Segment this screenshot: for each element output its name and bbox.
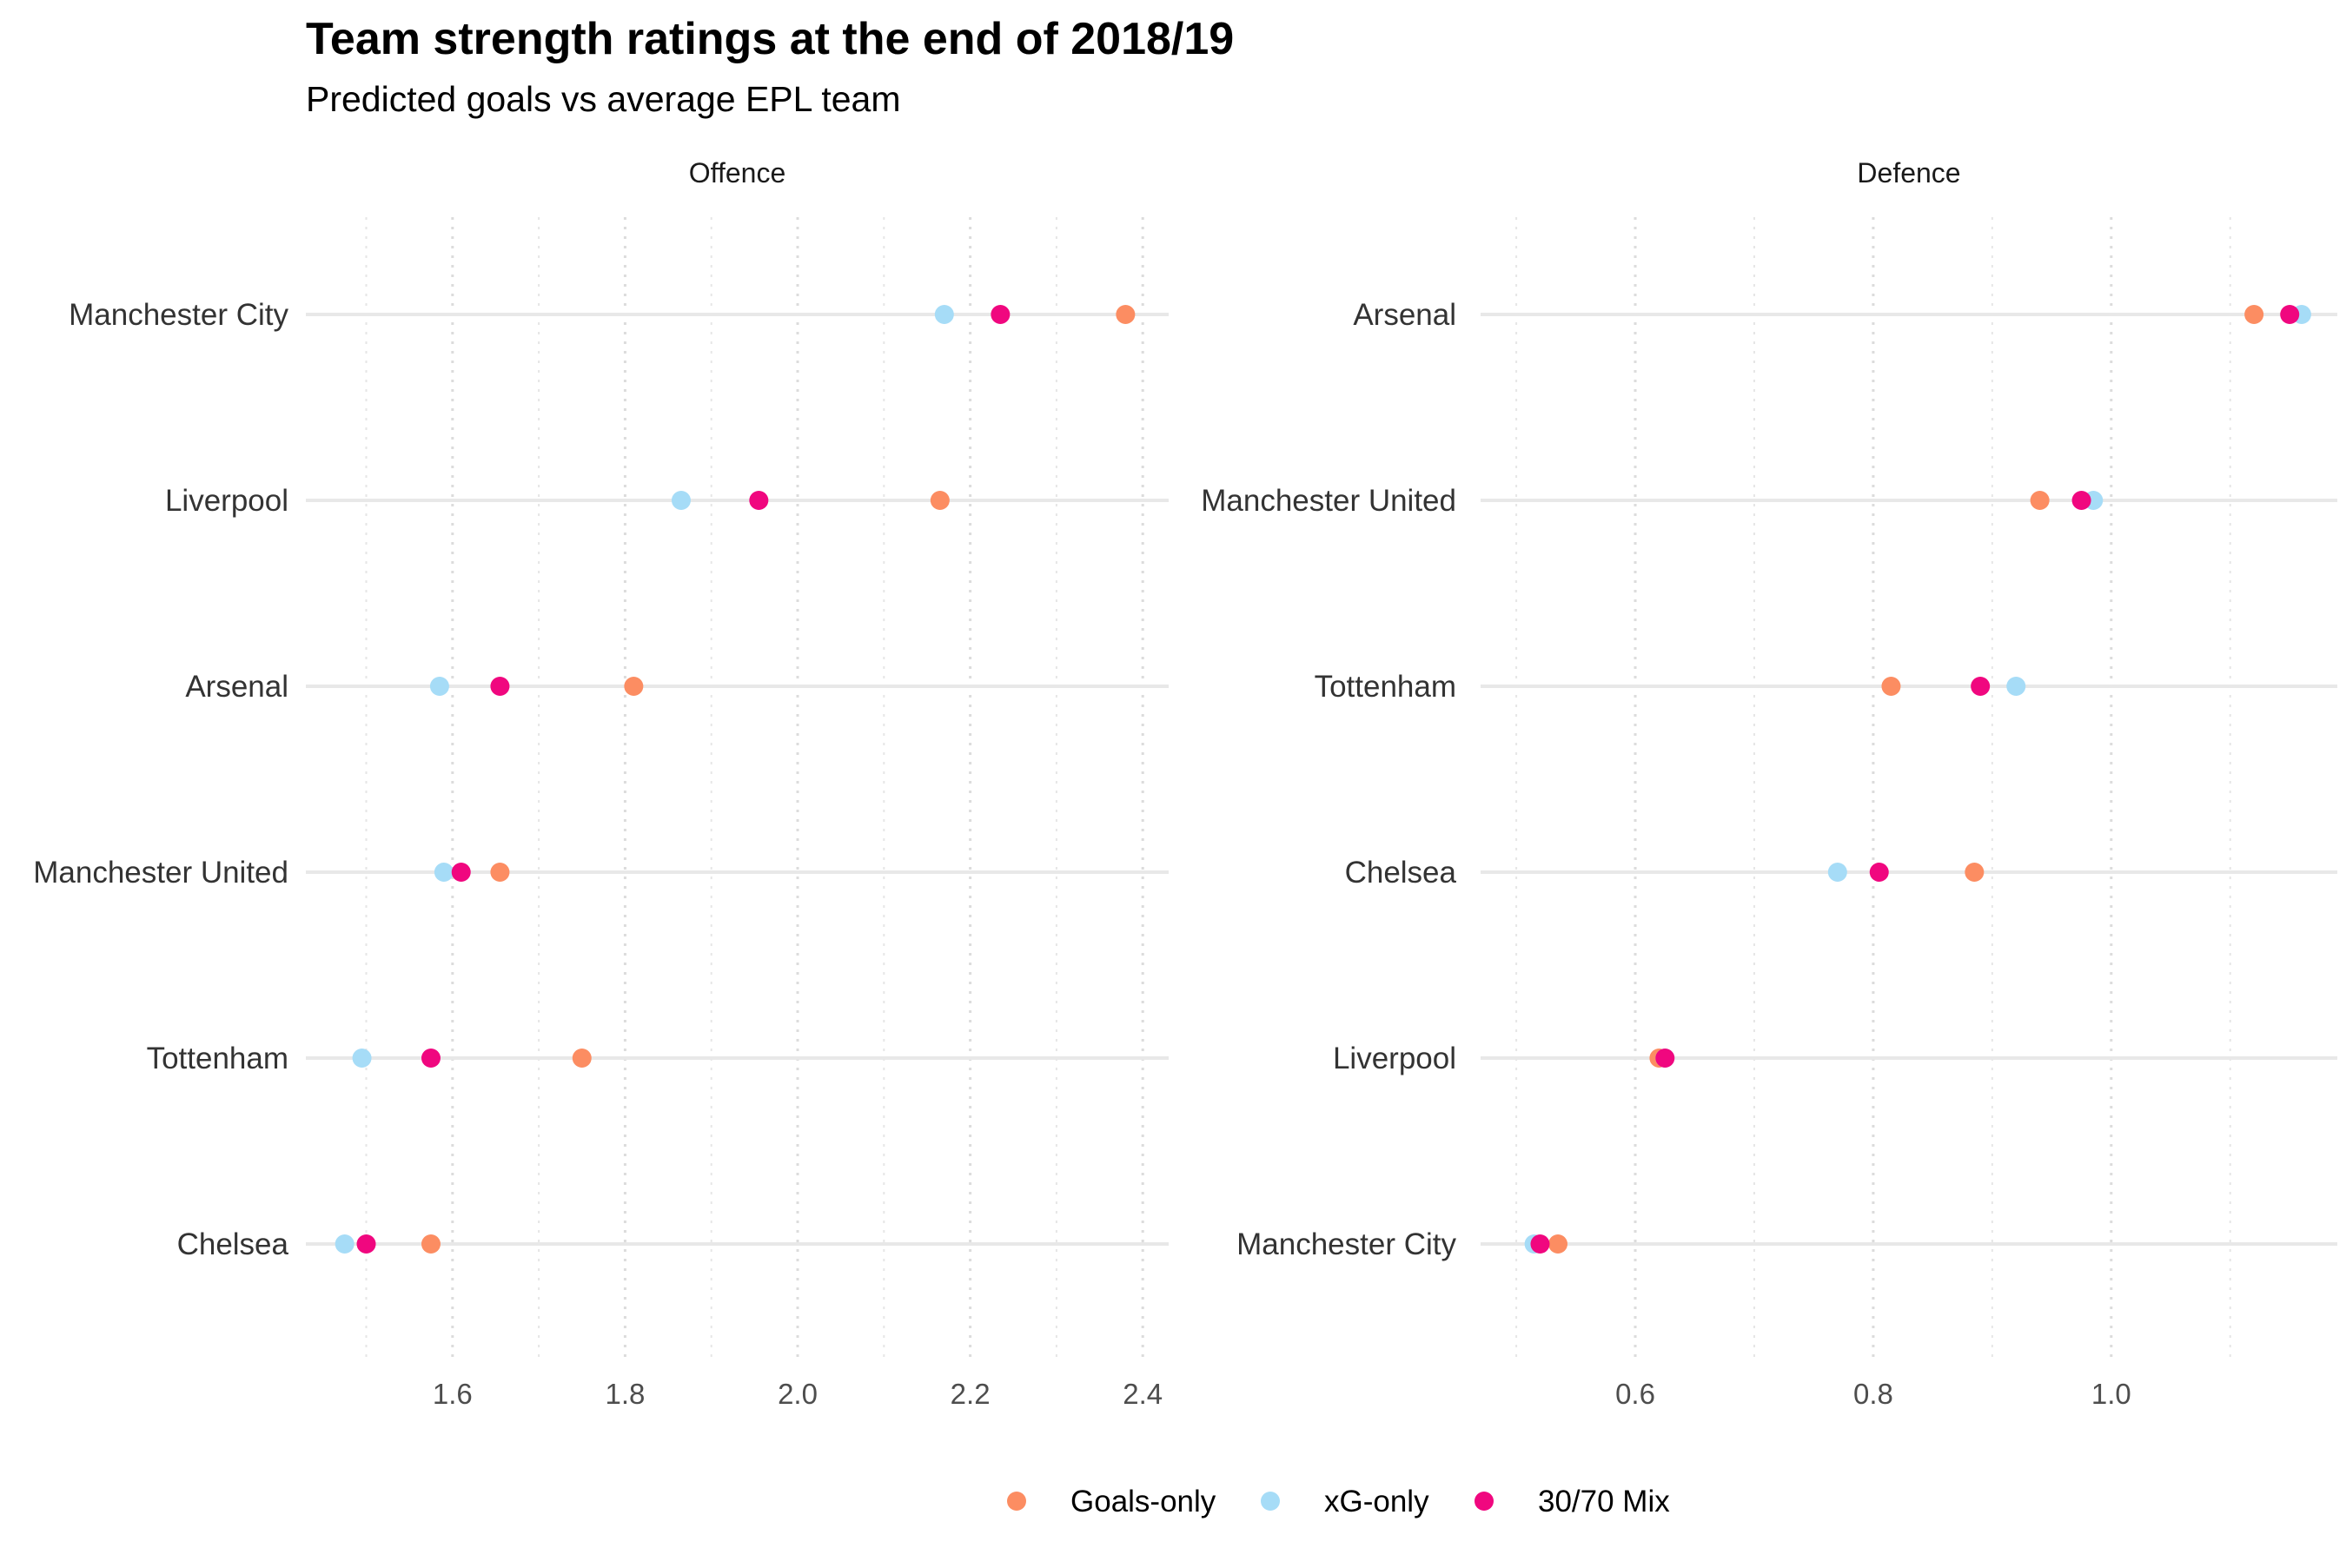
- chart-title: Team strength ratings at the end of 2018…: [306, 14, 1234, 64]
- legend-key: [1475, 1492, 1494, 1511]
- y-tick-label: Manchester United: [1201, 484, 1456, 518]
- x-tick-label: 2.4: [1123, 1378, 1163, 1410]
- point-goals-only: [421, 1234, 441, 1254]
- point-goals-only: [490, 863, 510, 882]
- point-30-70-mix: [356, 1234, 376, 1254]
- point-xg-only: [352, 1049, 372, 1068]
- point-goals-only: [624, 677, 644, 696]
- panel-defence: Defence Arsenal Manchester United Tottenham…: [1201, 157, 2337, 1410]
- y-tick-label: Tottenham: [147, 1042, 288, 1075]
- legend-key: [1007, 1492, 1026, 1511]
- point-30-70-mix: [1655, 1049, 1675, 1068]
- point-30-70-mix: [749, 491, 769, 510]
- legend-item-goals-only: Goals-only: [1007, 1485, 1216, 1518]
- legend-label: Goals-only: [1070, 1485, 1216, 1518]
- x-tick-label: 1.6: [433, 1378, 473, 1410]
- point-goals-only: [1965, 863, 1985, 882]
- y-tick-label: Liverpool: [1333, 1042, 1456, 1075]
- y-tick-label: Chelsea: [177, 1227, 289, 1261]
- chart-subtitle: Predicted goals vs average EPL team: [306, 79, 900, 119]
- y-tick-label: Manchester City: [1236, 1227, 1456, 1261]
- y-tick-label: Arsenal: [185, 670, 288, 704]
- legend-item-xg-only: xG-only: [1261, 1485, 1429, 1518]
- facet-panels: Offence Manchester City Liverpool Arsenal Ma…: [33, 157, 2337, 1410]
- facet-title-defence: Defence: [1857, 157, 1960, 189]
- panel-offence: Offence Manchester City Liverpool Arsenal Ma…: [33, 157, 1169, 1410]
- point-xg-only: [2006, 677, 2026, 696]
- y-tick-label: Manchester City: [69, 298, 288, 332]
- legend-key: [1261, 1492, 1280, 1511]
- y-tick-label: Tottenham: [1315, 670, 1456, 704]
- facet-title-offence: Offence: [689, 157, 785, 189]
- y-tick-label: Arsenal: [1353, 298, 1456, 332]
- y-tick-label: Liverpool: [165, 484, 288, 518]
- x-tick-label: 0.6: [1615, 1378, 1655, 1410]
- point-30-70-mix: [421, 1049, 441, 1068]
- point-goals-only: [572, 1049, 592, 1068]
- point-30-70-mix: [2071, 491, 2091, 510]
- legend-label: 30/70 Mix: [1538, 1485, 1670, 1518]
- point-goals-only: [1881, 677, 1901, 696]
- point-xg-only: [335, 1234, 355, 1254]
- point-goals-only: [1548, 1234, 1568, 1254]
- point-goals-only: [1116, 305, 1136, 324]
- point-30-70-mix: [451, 863, 471, 882]
- x-tick-label: 1.0: [2091, 1378, 2131, 1410]
- x-tick-label: 2.0: [778, 1378, 818, 1410]
- point-goals-only: [930, 491, 950, 510]
- y-tick-label: Chelsea: [1345, 856, 1457, 890]
- point-xg-only: [671, 491, 691, 510]
- point-30-70-mix: [490, 677, 510, 696]
- point-30-70-mix: [2280, 305, 2300, 324]
- point-xg-only: [934, 305, 954, 324]
- point-30-70-mix: [1530, 1234, 1550, 1254]
- point-xg-only: [434, 863, 454, 882]
- point-30-70-mix: [991, 305, 1011, 324]
- point-goals-only: [2244, 305, 2264, 324]
- point-goals-only: [2030, 491, 2050, 510]
- y-tick-label: Manchester United: [33, 856, 288, 890]
- point-xg-only: [429, 677, 449, 696]
- legend: Goals-only xG-only 30/70 Mix: [1007, 1485, 1670, 1518]
- point-30-70-mix: [1869, 863, 1889, 882]
- legend-label: xG-only: [1324, 1485, 1429, 1518]
- point-xg-only: [1827, 863, 1847, 882]
- x-tick-label: 0.8: [1853, 1378, 1893, 1410]
- x-tick-label: 1.8: [605, 1378, 645, 1410]
- legend-item-30-70-mix: 30/70 Mix: [1475, 1485, 1670, 1518]
- x-tick-label: 2.2: [951, 1378, 991, 1410]
- point-30-70-mix: [1971, 677, 1991, 696]
